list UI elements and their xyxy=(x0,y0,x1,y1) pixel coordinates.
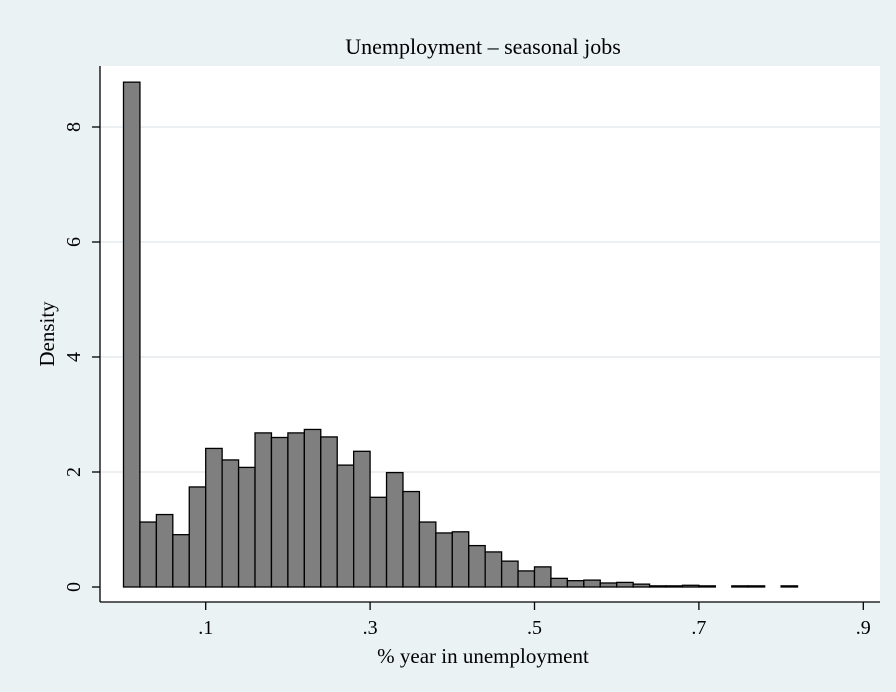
x-tick-label: .7 xyxy=(691,617,706,639)
histogram-bar xyxy=(303,428,322,588)
histogram-bar xyxy=(632,583,651,588)
histogram-bar xyxy=(139,521,158,588)
histogram-bar xyxy=(550,577,569,588)
y-tick-label: 8 xyxy=(63,122,85,132)
histogram-bar xyxy=(221,459,240,588)
y-tick-label: 4 xyxy=(63,352,85,362)
histogram-bar xyxy=(665,585,684,588)
y-axis-label: Density xyxy=(35,301,59,367)
histogram-bar xyxy=(517,570,536,588)
histogram-bar xyxy=(451,531,470,588)
histogram-bar xyxy=(122,81,141,588)
chart-title: Unemployment – seasonal jobs xyxy=(345,34,621,59)
x-tick-label: .1 xyxy=(198,617,213,639)
y-tick-label: 0 xyxy=(63,582,85,592)
histogram-bar xyxy=(205,447,223,588)
x-tick-label: .5 xyxy=(527,617,542,639)
histogram-bar xyxy=(172,534,190,588)
histogram-bar xyxy=(566,580,585,588)
histogram-bar xyxy=(188,486,207,588)
histogram-bar xyxy=(616,581,634,588)
histogram-bar xyxy=(402,490,421,588)
y-tick-label: 6 xyxy=(63,237,85,247)
axes xyxy=(99,66,880,603)
x-tick-label: .9 xyxy=(856,617,871,639)
histogram-bar xyxy=(369,496,388,588)
histogram-bar xyxy=(500,560,519,588)
histogram-bar xyxy=(780,585,799,588)
histogram-bar xyxy=(270,436,289,588)
histogram-bar xyxy=(731,585,749,588)
histogram-bars xyxy=(122,81,799,588)
histogram-bar xyxy=(698,585,716,588)
x-axis-label: % year in unemployment xyxy=(377,644,589,668)
histogram-bar xyxy=(583,579,601,588)
histogram-bar xyxy=(418,521,437,588)
histogram-bar xyxy=(287,432,305,588)
histogram-bar xyxy=(155,513,174,588)
histogram-bar xyxy=(747,585,766,588)
histogram-bar xyxy=(353,450,371,588)
histogram-bar xyxy=(681,584,700,588)
histogram-bar xyxy=(385,471,404,588)
histogram-bar xyxy=(435,532,453,588)
y-tick-label: 2 xyxy=(63,467,85,477)
histogram-bar xyxy=(320,436,338,588)
histogram-bar xyxy=(648,585,667,588)
histogram-bar xyxy=(336,464,355,588)
x-axis-ticks: .1 .3 .5 .7 .9 xyxy=(198,602,871,639)
y-axis-ticks: 0 2 4 6 8 xyxy=(63,122,100,592)
histogram-bar xyxy=(533,566,552,588)
histogram-bar xyxy=(599,582,618,588)
histogram-bar xyxy=(237,466,256,588)
histogram-bar xyxy=(254,432,273,588)
histogram-bar xyxy=(468,544,486,588)
histogram-bar xyxy=(484,551,503,588)
x-tick-label: .3 xyxy=(363,617,378,639)
